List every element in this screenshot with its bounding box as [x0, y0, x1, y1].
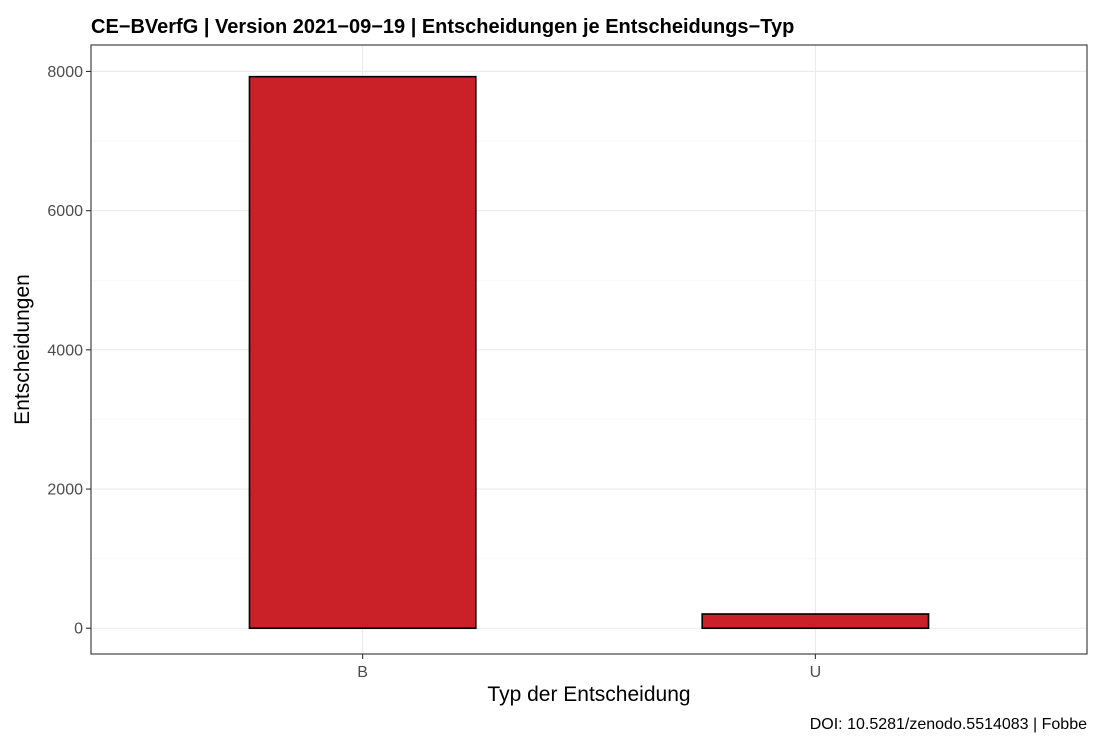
y-tick-label: 2000 [47, 482, 83, 499]
x-tick-label: B [357, 664, 368, 681]
y-tick-label: 4000 [47, 342, 83, 359]
x-axis-title: Typ der Entscheidung [487, 683, 690, 706]
y-tick-label: 6000 [47, 203, 83, 220]
y-axis-title: Entscheidungen [11, 274, 34, 425]
y-tick-label: 8000 [47, 64, 83, 81]
chart-caption: DOI: 10.5281/zenodo.5514083 | Fobbe [810, 716, 1087, 733]
bars [248, 75, 930, 630]
bar-U [701, 613, 930, 630]
y-tick-label: 0 [74, 621, 83, 638]
major-gridlines [91, 45, 1087, 654]
y-axis: 0 2000 4000 6000 8000 [47, 64, 91, 638]
bar-B [248, 75, 477, 630]
x-tick-label: U [810, 664, 822, 681]
chart-title: CE−BVerfG | Version 2021−09−19 | Entsche… [91, 16, 794, 38]
